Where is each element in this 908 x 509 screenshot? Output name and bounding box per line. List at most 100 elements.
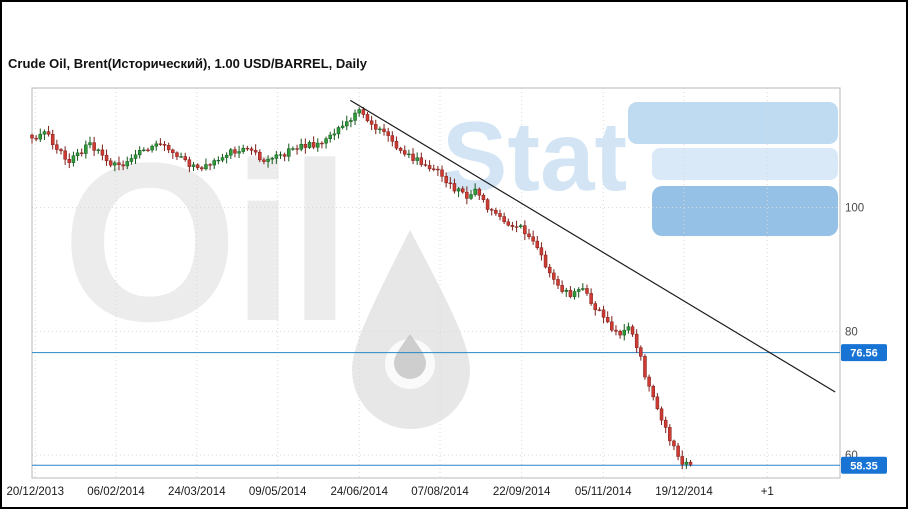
candle-body bbox=[270, 158, 274, 160]
candle-body bbox=[258, 151, 262, 161]
candle-body bbox=[125, 161, 130, 167]
candle-body bbox=[647, 376, 651, 387]
x-tick-label: 06/02/2014 bbox=[87, 486, 145, 498]
candle-body bbox=[460, 188, 465, 193]
watermark-drop-icon bbox=[352, 230, 470, 429]
candle-body bbox=[30, 134, 34, 139]
candle-body bbox=[349, 120, 353, 122]
candle-body bbox=[92, 142, 96, 151]
candle-body bbox=[229, 149, 233, 156]
x-tick-label: 24/03/2014 bbox=[168, 486, 226, 498]
candle-body bbox=[212, 160, 216, 166]
candle-body bbox=[79, 152, 84, 154]
candle-body bbox=[46, 131, 51, 135]
candle-body bbox=[407, 153, 411, 156]
candle-body bbox=[601, 309, 606, 318]
candle-body bbox=[104, 154, 109, 162]
candle-body bbox=[680, 456, 684, 465]
candle-body bbox=[684, 461, 689, 465]
x-tick-label: 20/12/2013 bbox=[6, 486, 64, 498]
candle-body bbox=[274, 154, 279, 159]
candle-body bbox=[195, 164, 200, 168]
watermark-stat-text: Stat bbox=[442, 101, 627, 211]
candle-body bbox=[133, 154, 138, 159]
candle-body bbox=[96, 149, 101, 151]
candle-body bbox=[560, 285, 564, 292]
candle-body bbox=[287, 148, 291, 157]
candle-body bbox=[374, 124, 378, 130]
watermark-logo-bar-1 bbox=[628, 102, 838, 144]
candle-body bbox=[411, 153, 415, 161]
candle-body bbox=[249, 148, 254, 151]
candle-body bbox=[278, 154, 283, 156]
watermark-small-drop-icon bbox=[394, 334, 426, 379]
candle-body bbox=[506, 221, 511, 226]
candle-body bbox=[672, 440, 676, 447]
candle-body bbox=[597, 309, 602, 311]
candle-body bbox=[688, 461, 693, 465]
x-tick-label: 05/11/2014 bbox=[575, 486, 632, 498]
candle-body bbox=[187, 159, 192, 167]
candle-body bbox=[651, 385, 655, 398]
candle-body bbox=[154, 143, 158, 147]
candle-body bbox=[67, 158, 72, 163]
candle-body bbox=[440, 169, 444, 177]
candle-body bbox=[340, 125, 345, 128]
y-tick-label: 100 bbox=[845, 202, 864, 214]
candle-body bbox=[378, 128, 382, 131]
x-tick-label: 09/05/2014 bbox=[249, 486, 307, 498]
watermark-logo-bar-3 bbox=[652, 186, 838, 236]
candle-body bbox=[539, 247, 544, 256]
price-badge bbox=[841, 456, 887, 474]
candle-body bbox=[448, 182, 453, 184]
candle-body bbox=[614, 329, 618, 332]
candle-body bbox=[523, 225, 527, 235]
candle-body bbox=[568, 289, 573, 297]
candle-body bbox=[361, 109, 366, 115]
candle-body bbox=[639, 347, 643, 357]
candle-body bbox=[307, 142, 312, 148]
candle-body bbox=[353, 112, 357, 121]
price-badge-label: 58.35 bbox=[850, 460, 878, 472]
candle-body bbox=[208, 164, 212, 166]
candle-body bbox=[485, 199, 490, 210]
candle-body bbox=[510, 224, 515, 227]
candle-body bbox=[489, 209, 494, 211]
y-tick-label: 80 bbox=[845, 326, 858, 338]
grid bbox=[31, 87, 841, 479]
candle-body bbox=[42, 131, 47, 135]
candle-body bbox=[365, 114, 370, 122]
x-tick-label: 22/09/2014 bbox=[493, 486, 551, 498]
candle-body bbox=[634, 333, 639, 348]
candle-body bbox=[137, 150, 142, 156]
candle-body bbox=[121, 164, 125, 167]
trendline[interactable] bbox=[350, 99, 836, 393]
candle-body bbox=[150, 145, 154, 151]
candle-body bbox=[369, 120, 374, 125]
candle-body bbox=[386, 131, 390, 136]
candle-body bbox=[585, 288, 589, 294]
candle-body bbox=[663, 419, 668, 428]
candle-body bbox=[357, 109, 361, 114]
candle-body bbox=[465, 191, 469, 199]
candle-body bbox=[295, 148, 299, 150]
candle-body bbox=[191, 164, 196, 167]
candle-body bbox=[183, 156, 187, 161]
candle-body bbox=[117, 162, 121, 165]
candle-body bbox=[527, 233, 531, 237]
candle-body bbox=[610, 321, 614, 331]
candle-body bbox=[179, 156, 183, 158]
candle-body bbox=[452, 183, 457, 192]
candle-body bbox=[398, 147, 403, 151]
candle-body bbox=[593, 303, 598, 311]
candle-body bbox=[237, 151, 241, 154]
candle-body bbox=[581, 288, 585, 290]
candle-body bbox=[382, 128, 386, 132]
candle-body bbox=[626, 326, 631, 331]
candle-body bbox=[204, 164, 208, 170]
candle-body bbox=[564, 289, 569, 292]
candle-body bbox=[328, 134, 332, 139]
candle-body bbox=[336, 127, 341, 135]
